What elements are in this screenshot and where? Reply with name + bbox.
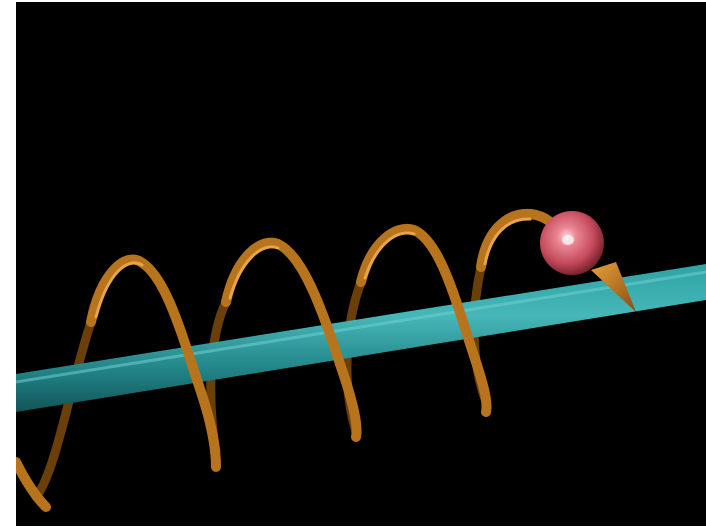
helix-front-arc-1-highlight [94,261,144,319]
helix-front-arc-4-highlight [483,217,532,266]
straight-rod [16,264,706,412]
velocity-arrow [591,262,636,312]
helix-scene [16,2,706,526]
helix-front-arc-2-highlight [228,245,280,300]
helix-tail [16,457,51,512]
helix-front [16,208,566,512]
helix-front-arc-2 [221,237,362,442]
helix-front-arc-1 [86,254,221,472]
helix-front-arc-3-highlight [363,231,416,280]
scene-svg [16,2,706,526]
helix-back-loop-1 [31,317,96,502]
helix-front-arc-3 [356,223,492,417]
charged-particle [540,211,604,275]
